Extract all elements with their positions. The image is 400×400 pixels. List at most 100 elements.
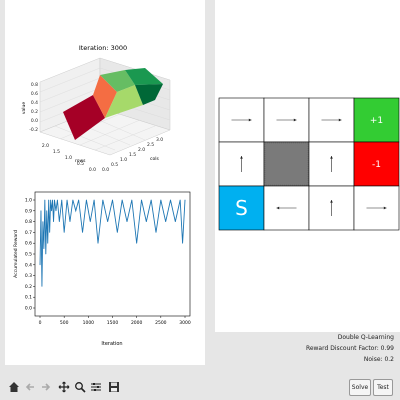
data-point [48,199,50,201]
gridworld-panel: +1 -1 S [215,0,400,332]
data-point [53,221,54,223]
data-point [57,199,58,201]
data-point [145,221,147,223]
row-axis-label: rows [75,158,86,164]
arrow-head [330,156,333,159]
data-point [58,221,60,223]
data-point [55,210,57,212]
forward-arrow-icon[interactable] [38,379,54,395]
surface-patch [125,68,163,85]
row-tick: 2.0 [42,143,49,149]
gridworld-canvas: +1 -1 S [218,97,400,231]
data-point [66,199,68,201]
data-point [116,232,118,233]
start-label: S [235,196,248,220]
data-point [131,199,133,201]
home-icon[interactable] [6,379,22,395]
data-point [150,199,152,201]
save-icon[interactable] [106,379,122,395]
data-point [141,199,142,201]
x-tick-label: 2000 [131,320,143,326]
data-point [54,199,55,201]
noise-label: Noise: 0.2 [363,356,394,363]
data-point [51,210,52,212]
x-tick-label: 500 [60,320,69,326]
reward-label: +1 [370,116,383,126]
col-axis-label: cols [150,156,159,162]
x-axis-label: Iteration [101,341,122,347]
arrow-head [338,118,342,122]
col-tick: 2.5 [147,142,154,148]
plot-panel: Iteration: 3000 0 [5,0,205,365]
y-tick-label: 0.2 [25,284,32,290]
data-point [174,221,176,223]
data-point [86,199,87,201]
data-point [170,199,171,201]
col-tick: 3.0 [156,137,163,143]
chart-frame [34,191,191,317]
y-tick-label: 0.1 [25,295,32,301]
plot-canvas: Iteration: 3000 0 [13,44,191,347]
data-point [40,210,42,212]
z-tick: 0.4 [31,100,38,106]
y-tick-label: 0.6 [25,241,32,247]
test-button[interactable]: Test [373,379,393,396]
back-arrow-icon[interactable] [22,379,38,395]
grid-cell-arrow[interactable] [263,97,310,143]
reward-chart: 0 500 1000 1500 2000 2500 3000 0.0 0.1 0.2 0.3 0.4 0… [13,191,191,347]
data-point [107,221,109,223]
row-tick: 0.5 [77,161,84,167]
arrow-head [293,118,297,122]
data-point [63,232,65,233]
data-point [102,199,104,201]
reward-label: -1 [372,160,381,170]
arrow-head [276,206,280,210]
z-tick: -0.2 [29,127,38,133]
data-point [136,242,138,244]
y-tick-label: 0.5 [25,252,32,258]
col-tick: 1.5 [129,152,136,158]
grid-cell-arrow[interactable] [218,97,265,143]
y-tick-label: 0.4 [25,262,32,268]
solve-button[interactable]: Solve [349,379,371,396]
data-point [44,199,46,201]
arrow-head [240,156,243,159]
pan-icon[interactable] [56,379,72,395]
grid-cell-terminal[interactable]: +1 [353,97,400,143]
data-point [165,221,167,223]
grid-cell-arrow[interactable] [308,97,355,143]
grid-cell-wall[interactable] [263,141,310,187]
z-tick: 0.8 [31,82,38,88]
y-tick-label: 1.0 [25,198,32,204]
grid-cell-arrow[interactable] [353,185,400,231]
grid-cell-arrow[interactable] [308,185,355,231]
col-tick: 0.0 [102,167,109,173]
z-tick: 0.0 [31,118,38,124]
data-point [39,264,41,266]
surface-patch [100,70,135,92]
col-tick: 1.0 [120,157,127,163]
surface-patch [63,95,105,140]
data-point [121,199,123,201]
y-tick-label: 0.3 [25,273,32,279]
zoom-icon[interactable] [72,379,88,395]
grid-cell-arrow[interactable] [218,141,265,187]
wall-block [264,142,309,186]
grid-cell-arrow[interactable] [308,141,355,187]
x-tick-label: 2500 [155,320,167,326]
x-tick-label: 0 [39,320,42,326]
configure-icon[interactable] [88,379,104,395]
data-point [89,221,91,223]
grid-cell-start[interactable]: S [218,185,265,231]
grid-cell-arrow[interactable] [263,185,310,231]
grid-cell-terminal[interactable]: -1 [353,141,400,187]
z-tick: 0.2 [31,109,38,115]
y-tick-label: 0.0 [25,306,32,312]
data-point [52,199,53,201]
data-point [47,242,49,244]
col-tick: 2.0 [138,147,145,153]
surface-plot: Iteration: 3000 0 [21,44,171,173]
algorithm-label: Double Q-Learning [337,334,394,341]
data-point [61,199,63,201]
y-tick-label: 0.9 [25,208,32,214]
